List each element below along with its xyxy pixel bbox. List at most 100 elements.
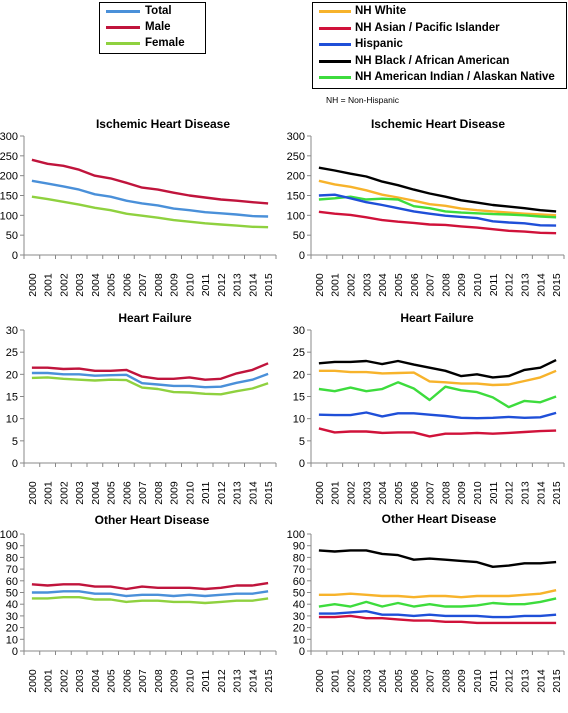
legend-label: NH White (355, 5, 407, 17)
x-tick-label: 2000 (27, 273, 39, 297)
chart-title: Other Heart Disease (382, 512, 497, 526)
series-line (318, 179, 557, 217)
legend-entry: Hispanic (313, 36, 566, 53)
x-tick-label: 2000 (314, 669, 326, 693)
chart-panel: Other Heart Disease 010203040506070809010… (0, 513, 277, 693)
x-tick-label: 2007 (137, 273, 149, 297)
x-tick-label: 2001 (43, 669, 55, 693)
x-tick-label: 2015 (551, 273, 563, 297)
y-tick-label: 60 (6, 576, 18, 588)
y-tick-label: 0 (299, 646, 305, 658)
x-tick-label: 2015 (263, 481, 275, 505)
x-tick-label: 2003 (74, 273, 86, 297)
x-tick-label: 2010 (184, 273, 196, 297)
x-tick-label: 2010 (472, 481, 484, 505)
legend-label: NH American Indian / Alaskan Native (355, 71, 555, 83)
x-tick-label: 2009 (456, 273, 468, 297)
y-tick-label: 90 (293, 541, 305, 553)
x-tick-label: 2001 (330, 273, 342, 297)
y-tick-label: 100 (0, 529, 18, 541)
x-tick-label: 2009 (456, 481, 468, 505)
y-tick-label: 5 (299, 436, 305, 448)
x-tick-label: 2008 (153, 669, 165, 693)
x-tick-label: 2013 (232, 481, 244, 505)
y-tick-label: 30 (6, 611, 18, 623)
x-tick-label: 2006 (409, 273, 421, 297)
series-line (318, 427, 557, 438)
y-tick-label: 60 (293, 576, 305, 588)
y-tick-label: 50 (293, 230, 305, 242)
x-tick-label: 2006 (121, 669, 133, 693)
x-tick-label: 2002 (346, 273, 358, 297)
x-tick-label: 2014 (247, 669, 259, 693)
legend-swatch (319, 43, 351, 46)
legend-entry: NH Asian / Pacific Islander (313, 20, 566, 37)
x-tick-label: 2005 (393, 481, 405, 505)
series-line (318, 589, 557, 599)
x-tick-label: 2000 (27, 481, 39, 505)
x-tick-label: 2004 (90, 481, 102, 505)
x-tick-label: 2003 (361, 273, 373, 297)
x-tick-label: 2008 (153, 481, 165, 505)
y-tick-label: 10 (6, 634, 18, 646)
x-tick-label: 2005 (393, 669, 405, 693)
y-tick-label: 100 (287, 210, 305, 222)
series-line (318, 381, 557, 409)
series-line (31, 158, 269, 205)
series-line (318, 369, 557, 387)
y-tick-label: 30 (293, 325, 305, 337)
x-tick-label: 2015 (263, 669, 275, 693)
y-tick-label: 100 (0, 210, 18, 222)
y-tick-label: 20 (6, 623, 18, 635)
x-tick-label: 2007 (137, 481, 149, 505)
x-tick-label: 2010 (472, 669, 484, 693)
y-tick-label: 25 (6, 347, 18, 359)
y-tick-label: 30 (293, 611, 305, 623)
x-tick-label: 2005 (106, 669, 118, 693)
y-tick-label: 25 (293, 347, 305, 359)
x-tick-label: 2011 (200, 670, 212, 693)
series-line (318, 549, 557, 568)
legend-label: Female (145, 37, 185, 49)
legend-label: Male (145, 21, 171, 33)
y-tick-label: 15 (6, 392, 18, 404)
y-tick-label: 50 (6, 588, 18, 600)
x-tick-label: 2007 (425, 273, 437, 297)
x-tick-label: 2001 (43, 273, 55, 297)
series-line (31, 590, 269, 598)
y-tick-label: 200 (287, 171, 305, 183)
x-tick-label: 2006 (409, 481, 421, 505)
x-tick-label: 2014 (535, 669, 547, 693)
legend-label: Hispanic (355, 38, 403, 50)
chart-title: Ischemic Heart Disease (96, 117, 230, 131)
x-tick-label: 2015 (551, 669, 563, 693)
x-tick-label: 2002 (346, 481, 358, 505)
abbreviation-note: NH = Non-Hispanic (326, 95, 399, 105)
chart-title: Heart Failure (118, 311, 192, 325)
y-tick-label: 10 (293, 634, 305, 646)
x-tick-label: 2004 (377, 669, 389, 693)
x-tick-label: 2013 (519, 669, 531, 693)
legend-swatch (319, 26, 351, 30)
x-tick-label: 2002 (58, 481, 70, 505)
y-tick-label: 300 (287, 131, 305, 143)
x-tick-label: 2011 (488, 482, 500, 505)
series-line (318, 195, 557, 219)
legend-sex: Total Male Female (99, 2, 206, 54)
series-line (318, 359, 557, 379)
x-tick-label: 2002 (58, 669, 70, 693)
legend-race-ethnicity: NH White NH Asian / Pacific Islander Hispa… (312, 2, 567, 89)
y-tick-label: 250 (0, 151, 18, 163)
y-tick-label: 300 (0, 131, 18, 143)
y-tick-label: 5 (12, 436, 18, 448)
x-tick-label: 2015 (263, 273, 275, 297)
legend-label: NH Asian / Pacific Islander (355, 21, 500, 34)
x-tick-label: 2007 (137, 669, 149, 693)
x-tick-label: 2011 (200, 482, 212, 505)
series-line (31, 179, 269, 218)
x-tick-label: 2004 (377, 481, 389, 505)
series-line (318, 166, 557, 213)
x-tick-label: 2011 (488, 670, 500, 693)
y-tick-label: 150 (0, 191, 18, 203)
